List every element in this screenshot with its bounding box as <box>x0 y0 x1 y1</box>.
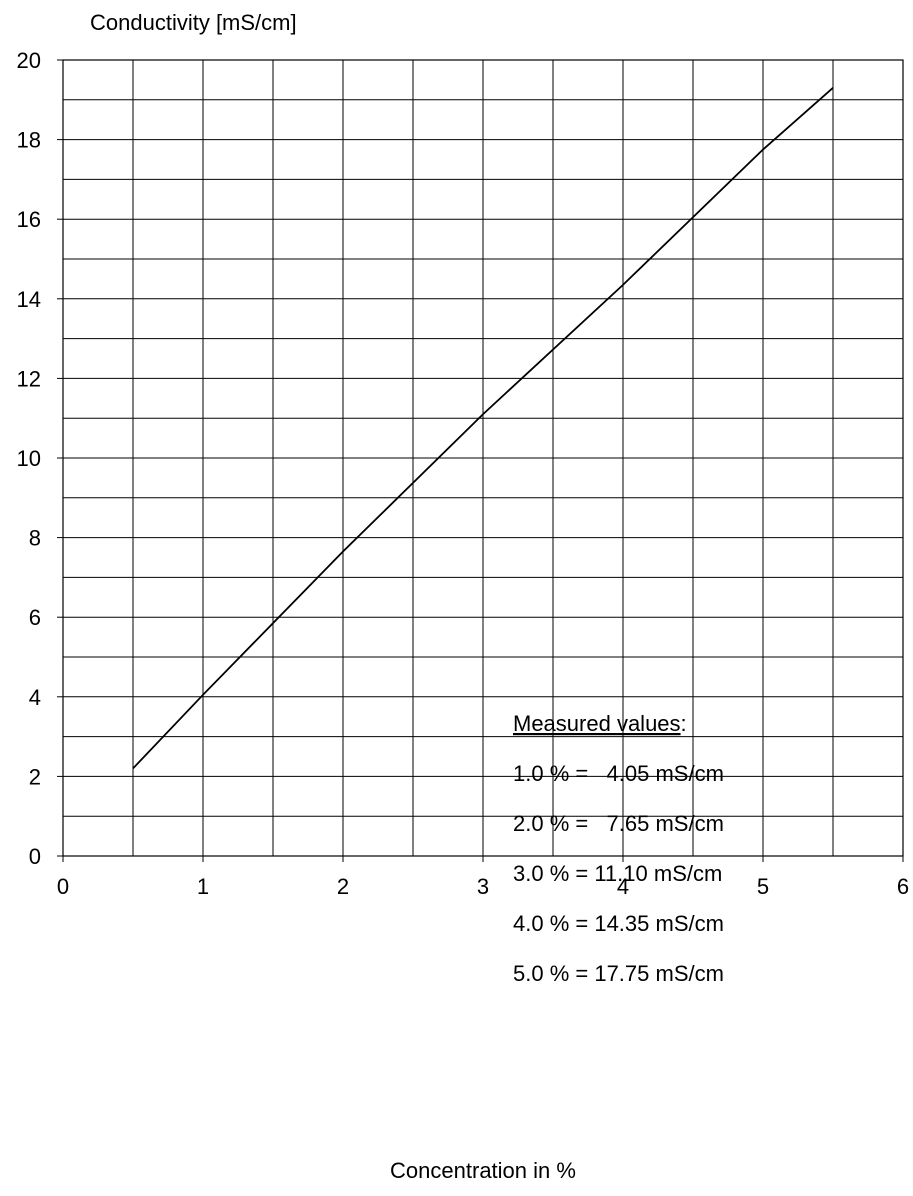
y-tick-label: 12 <box>17 366 41 391</box>
annotation-heading: Measured values: <box>513 711 687 736</box>
y-tick-label: 20 <box>17 48 41 73</box>
y-tick-label: 2 <box>29 764 41 789</box>
x-tick-label: 3 <box>477 874 489 899</box>
y-tick-label: 6 <box>29 605 41 630</box>
y-axis-title: Conductivity [mS/cm] <box>90 10 297 35</box>
y-tick-label: 16 <box>17 207 41 232</box>
annotation-line: 1.0 % = 4.05 mS/cm <box>513 761 724 786</box>
y-tick-label: 8 <box>29 526 41 551</box>
x-tick-label: 2 <box>337 874 349 899</box>
y-tick-label: 18 <box>17 128 41 153</box>
y-tick-label: 0 <box>29 844 41 869</box>
measured-values-annotation: Measured values: 1.0 % = 4.05 mS/cm 2.0 % … <box>513 711 724 986</box>
x-tick-label: 1 <box>197 874 209 899</box>
x-tick-label: 6 <box>897 874 909 899</box>
series-line <box>132 87 834 770</box>
annotation-line: 5.0 % = 17.75 mS/cm <box>513 961 724 986</box>
y-tick-label: 10 <box>17 446 41 471</box>
y-tick-label: 4 <box>29 685 41 710</box>
annotation-line: 2.0 % = 7.65 mS/cm <box>513 811 724 836</box>
y-tick-label: 14 <box>17 287 41 312</box>
grid <box>57 59 904 862</box>
x-axis-title: Concentration in % <box>390 1158 576 1183</box>
x-tick-label: 4 <box>617 874 629 899</box>
annotation-line: 4.0 % = 14.35 mS/cm <box>513 911 724 936</box>
series-group <box>132 87 834 770</box>
x-tick-label: 0 <box>57 874 69 899</box>
x-tick-label: 5 <box>757 874 769 899</box>
annotation-line: 3.0 % = 11.10 mS/cm <box>513 861 722 886</box>
